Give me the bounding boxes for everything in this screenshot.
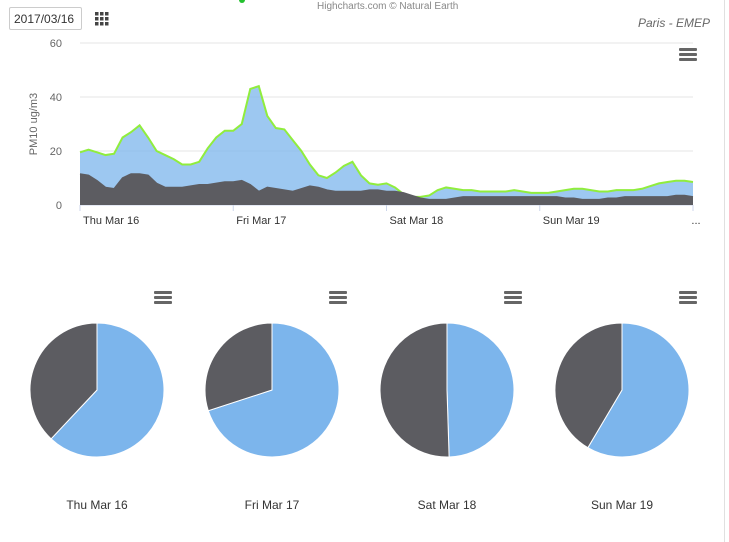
line-series-1 <box>79 173 694 201</box>
pie-2-slice-1 <box>204 322 273 412</box>
area-chart-menu-button[interactable] <box>679 48 697 62</box>
y-axis-label: PM10 ug/m3 <box>28 93 40 155</box>
x-tick-label: Sat Mar 18 <box>390 215 444 227</box>
x-tick-label: Thu Mar 16 <box>83 215 139 227</box>
chart-subtitle: Paris - EMEP <box>637 16 710 30</box>
grid-icon[interactable] <box>95 12 109 26</box>
area-series-0 <box>80 86 693 205</box>
status-dot <box>239 0 245 3</box>
pie-4-label: Sun Mar 19 <box>591 498 653 512</box>
pie-3-slice-0 <box>446 322 515 458</box>
pie-2-slice-0 <box>207 322 340 458</box>
credits-text: Highcharts.com © Natural Earth <box>317 1 459 12</box>
x-tick-label: ... <box>691 215 700 227</box>
line-series-0 <box>79 84 694 198</box>
pie-4-slice-1 <box>554 322 623 449</box>
pie-1-menu-button[interactable] <box>154 291 172 305</box>
pie-4-slice-0 <box>587 322 690 458</box>
pie-2-menu-button[interactable] <box>329 291 347 305</box>
y-tick-label: 20 <box>50 146 62 158</box>
pie-1-slice-1 <box>29 322 98 440</box>
pie-2-label: Fri Mar 17 <box>245 498 300 512</box>
pie-3-menu-button[interactable] <box>504 291 522 305</box>
pie-4-menu-button[interactable] <box>679 291 697 305</box>
x-tick-label: Sun Mar 19 <box>543 215 600 227</box>
x-tick-label: Fri Mar 17 <box>236 215 286 227</box>
y-tick-label: 60 <box>50 38 62 50</box>
pie-3-slice-1 <box>379 322 450 458</box>
y-tick-label: 0 <box>56 200 62 212</box>
y-tick-label: 40 <box>50 92 62 104</box>
date-input[interactable]: 2017/03/16 <box>9 7 82 30</box>
pie-1-slice-0 <box>50 322 165 458</box>
panel-border <box>724 0 725 542</box>
pie-1-label: Thu Mar 16 <box>66 498 128 512</box>
pie-3-label: Sat Mar 18 <box>418 498 477 512</box>
